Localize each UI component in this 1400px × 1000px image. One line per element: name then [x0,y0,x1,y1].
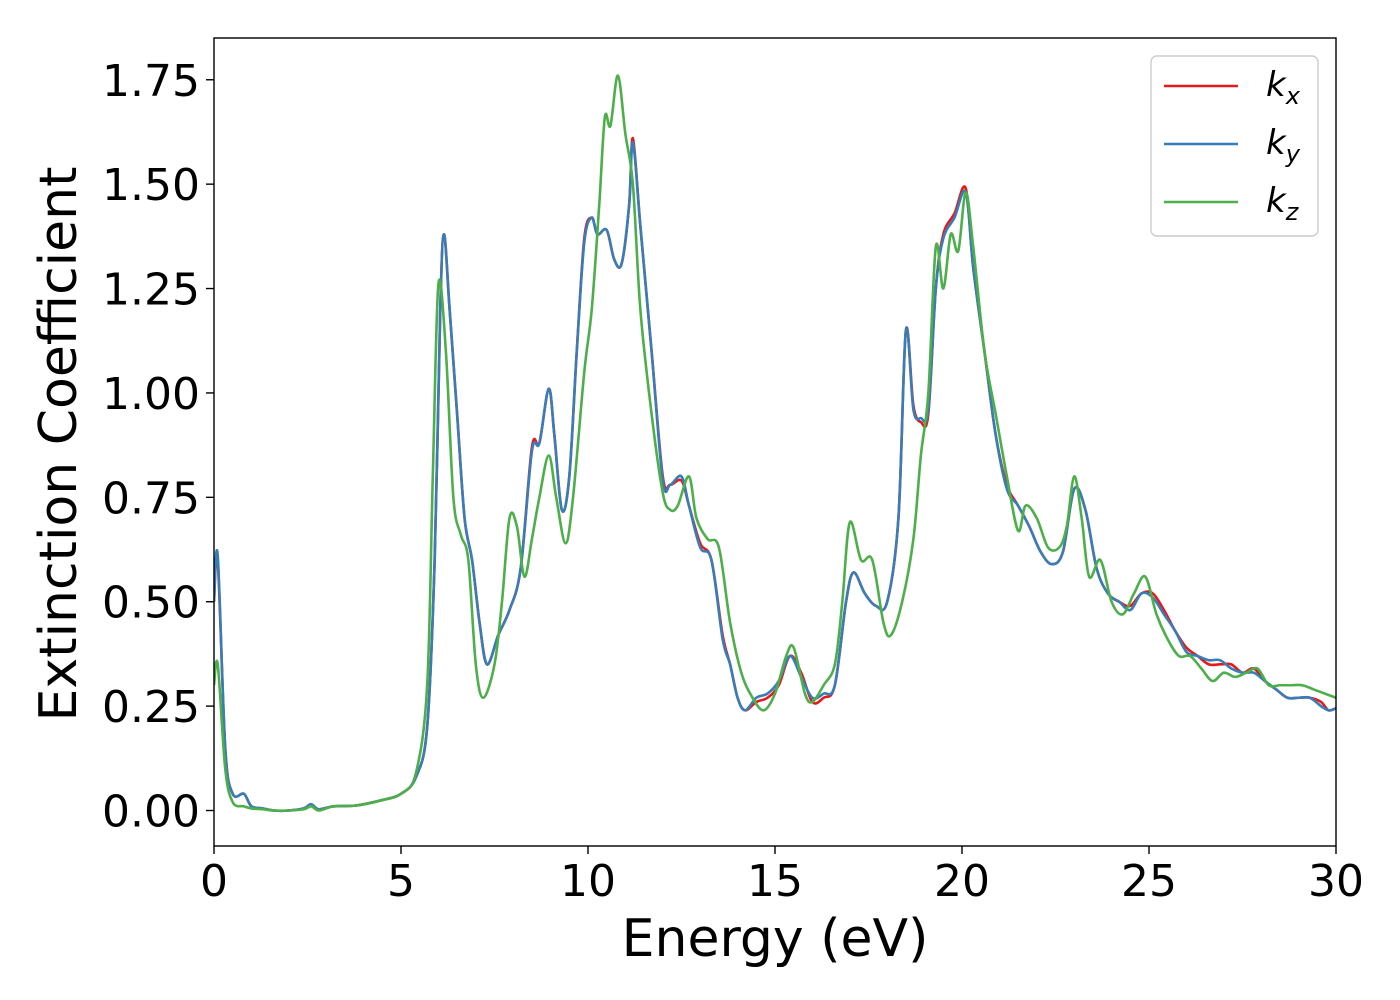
legend-box [1150,55,1319,237]
y-axis-title: Extinction Coefficient [29,167,89,722]
series-line-k-x [214,136,1336,813]
x-tick-label: 30 [1308,856,1364,907]
x-tick-label: 15 [747,856,803,907]
y-tick-label: 1.00 [102,369,200,420]
y-tick-label: 0.75 [102,473,200,524]
x-tick-label: 5 [387,856,415,907]
x-tick-label: 10 [560,856,616,907]
y-tick-label: 0.25 [102,682,200,733]
x-tick-label: 20 [934,856,990,907]
y-tick-label: 0.00 [102,787,200,838]
x-tick-label: 0 [200,856,228,907]
x-axis-title: Energy (eV) [622,909,929,969]
series-line-k-z [214,74,1336,812]
series-layer [214,74,1336,813]
legend-label: kx [1266,65,1301,110]
y-tick-label: 1.25 [102,265,200,316]
legend-label: ky [1266,123,1301,168]
tick-layer: 0 5 10 15 20 25 30 0.00 0.25 0.50 0.75 1.00 1.25 1.50… [102,56,1364,907]
series-line-k-y [214,141,1336,813]
y-tick-label: 0.50 [102,578,200,629]
x-tick-label: 25 [1121,856,1177,907]
y-tick-label: 1.75 [102,56,200,107]
plot-frame [213,37,1337,847]
y-tick-label: 1.50 [102,160,200,211]
